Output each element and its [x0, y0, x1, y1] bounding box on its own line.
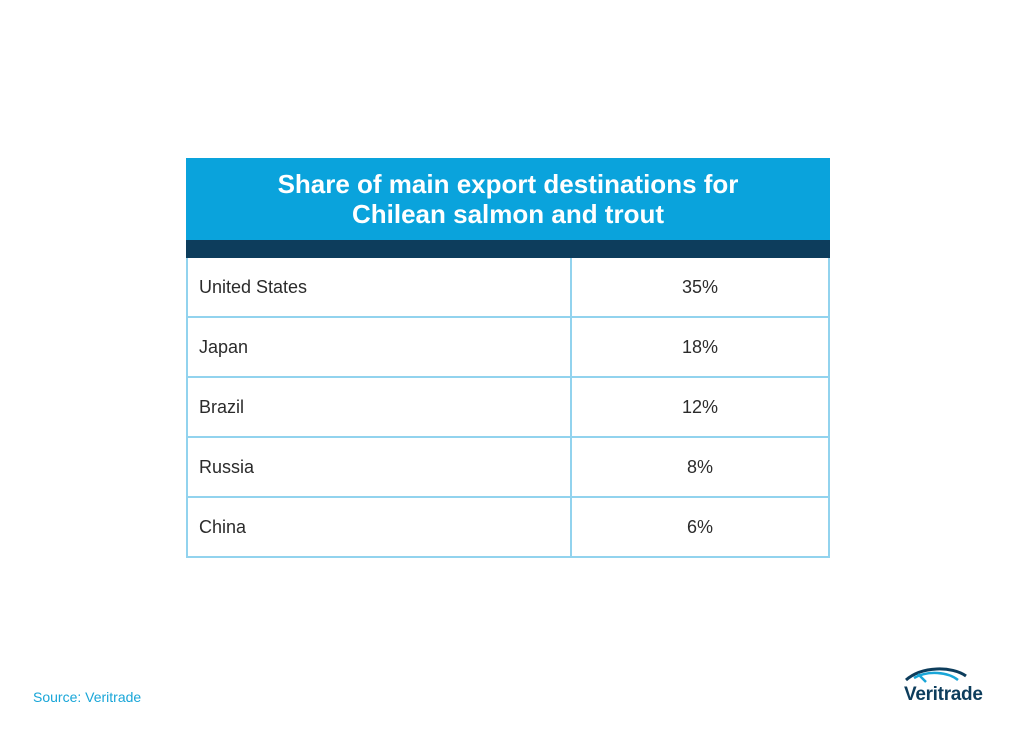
table-title-bar: Share of main export destinations for Ch… — [186, 158, 830, 240]
veritrade-logo: Veritrade — [896, 664, 992, 712]
country-cell: Brazil — [188, 378, 572, 436]
share-cell: 35% — [681, 276, 719, 297]
logo-wordmark: Veritrade — [904, 684, 983, 705]
share-cell: 8% — [686, 456, 713, 477]
country-cell: Russia — [188, 438, 572, 496]
table-title: Share of main export destinations for Ch… — [277, 169, 739, 229]
table-row: Brazil 12% — [188, 378, 828, 438]
country-cell: United States — [188, 258, 572, 316]
share-cell: 18% — [681, 336, 719, 357]
table-row: China 6% — [188, 498, 828, 558]
logo-swoosh-icon — [905, 667, 967, 683]
country-cell: China — [188, 498, 572, 556]
table-row: Russia 8% — [188, 438, 828, 498]
export-share-table: Share of main export destinations for Ch… — [186, 158, 830, 558]
share-cell: 12% — [681, 396, 719, 417]
table-row: United States 35% — [188, 258, 828, 318]
share-cell: 6% — [686, 516, 713, 537]
country-cell: Japan — [188, 318, 572, 376]
table-row: Japan 18% — [188, 318, 828, 378]
title-divider-band — [186, 240, 830, 258]
source-note: Source: Veritrade — [33, 689, 142, 705]
table-body: United States 35% Japan 18% Brazil 12% Russia 8… — [186, 258, 830, 558]
